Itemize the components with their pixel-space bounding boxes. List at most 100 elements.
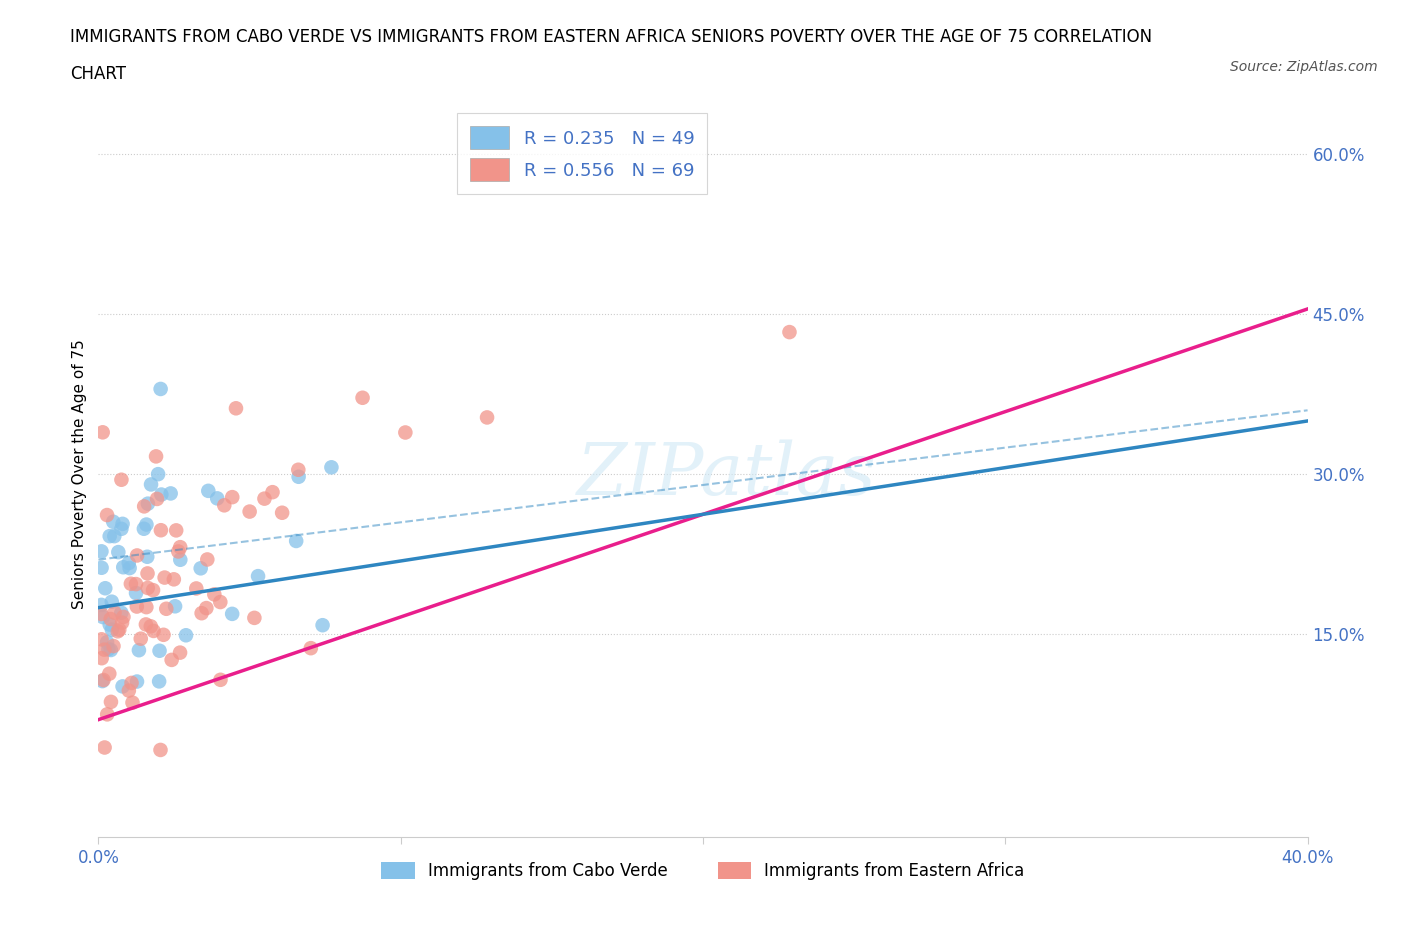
Point: [149, 742, 172, 757]
Point: [90, 631, 112, 646]
Point: [262, 485, 284, 499]
Point: [287, 470, 309, 485]
Point: [287, 462, 309, 477]
Point: [139, 619, 162, 634]
Point: [91, 425, 114, 440]
Point: [221, 490, 243, 505]
Point: [98, 618, 121, 632]
Point: [142, 583, 165, 598]
Point: [225, 401, 247, 416]
Point: [91, 609, 114, 624]
Point: [93, 643, 115, 658]
Point: [111, 615, 134, 630]
Point: [125, 586, 148, 601]
Point: [96, 707, 118, 722]
Point: [125, 674, 148, 689]
Point: [90, 544, 112, 559]
Point: [150, 487, 173, 502]
Point: [247, 569, 270, 584]
Point: [103, 514, 125, 529]
Point: [128, 643, 150, 658]
Point: [90, 606, 112, 621]
Point: [110, 605, 132, 620]
Point: [285, 534, 308, 549]
Point: [136, 580, 159, 595]
Point: [214, 498, 236, 512]
Point: [153, 570, 176, 585]
Point: [118, 555, 141, 570]
Point: [136, 566, 159, 581]
Point: [134, 498, 156, 513]
Point: [186, 581, 208, 596]
Point: [352, 391, 374, 405]
Point: [110, 522, 132, 537]
Point: [195, 601, 218, 616]
Point: [239, 504, 262, 519]
Text: CHART: CHART: [70, 65, 127, 83]
Point: [190, 605, 212, 620]
Point: [779, 325, 801, 339]
Point: [152, 628, 174, 643]
Point: [165, 523, 187, 538]
Point: [120, 577, 142, 591]
Point: [475, 410, 498, 425]
Point: [190, 561, 212, 576]
Point: [112, 609, 135, 624]
Point: [125, 577, 148, 591]
Point: [139, 477, 162, 492]
Point: [169, 539, 191, 554]
Point: [135, 600, 157, 615]
Point: [136, 497, 159, 512]
Point: [205, 491, 228, 506]
Point: [209, 672, 232, 687]
Point: [271, 505, 294, 520]
Point: [110, 472, 132, 487]
Point: [94, 581, 117, 596]
Point: [299, 641, 322, 656]
Point: [100, 695, 122, 710]
Point: [132, 522, 155, 537]
Y-axis label: Seniors Poverty Over the Age of 75: Seniors Poverty Over the Age of 75: [72, 339, 87, 609]
Point: [125, 548, 148, 563]
Point: [90, 560, 112, 575]
Point: [174, 628, 197, 643]
Point: [169, 645, 191, 660]
Point: [221, 606, 243, 621]
Text: IMMIGRANTS FROM CABO VERDE VS IMMIGRANTS FROM EASTERN AFRICA SENIORS POVERTY OVE: IMMIGRANTS FROM CABO VERDE VS IMMIGRANTS…: [70, 28, 1153, 46]
Point: [159, 486, 181, 501]
Text: ZIPatlas: ZIPatlas: [578, 439, 877, 510]
Point: [136, 550, 159, 565]
Point: [160, 653, 183, 668]
Point: [209, 594, 232, 609]
Point: [96, 508, 118, 523]
Point: [98, 666, 121, 681]
Point: [135, 517, 157, 532]
Point: [118, 561, 141, 576]
Point: [169, 552, 191, 567]
Point: [107, 624, 129, 639]
Point: [100, 612, 122, 627]
Point: [103, 639, 125, 654]
Point: [118, 684, 141, 698]
Point: [135, 617, 157, 631]
Text: Source: ZipAtlas.com: Source: ZipAtlas.com: [1230, 60, 1378, 74]
Point: [146, 491, 169, 506]
Legend: Immigrants from Cabo Verde, Immigrants from Eastern Africa: Immigrants from Cabo Verde, Immigrants f…: [374, 856, 1032, 886]
Point: [100, 594, 122, 609]
Point: [98, 529, 121, 544]
Point: [93, 672, 115, 687]
Point: [129, 631, 152, 646]
Point: [145, 449, 167, 464]
Point: [148, 674, 170, 689]
Point: [163, 572, 186, 587]
Point: [148, 644, 170, 658]
Point: [142, 623, 165, 638]
Point: [111, 679, 134, 694]
Point: [165, 599, 187, 614]
Point: [93, 740, 115, 755]
Point: [125, 599, 148, 614]
Point: [107, 545, 129, 560]
Point: [96, 635, 118, 650]
Point: [253, 491, 276, 506]
Point: [394, 425, 416, 440]
